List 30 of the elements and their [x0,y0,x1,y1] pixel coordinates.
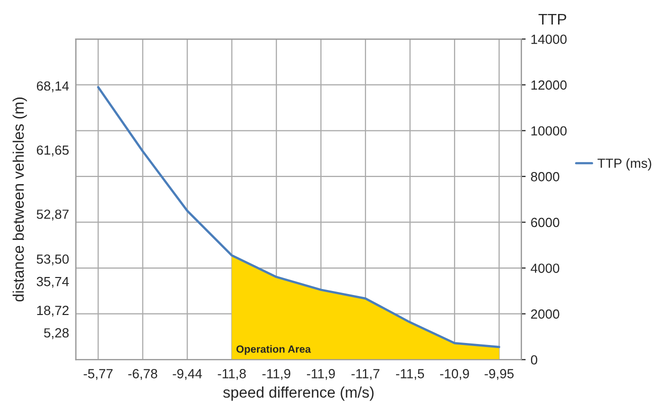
x-tick-label: -9,95 [484,369,514,380]
legend-label: TTP (ms) [598,158,652,171]
x-tick-label: -9,44 [172,369,202,380]
x-tick-label: -11,9 [306,369,335,380]
x-tick-label: -10,9 [440,369,469,380]
text: 52,87 [36,210,69,220]
x-tick-label: -11,5 [396,369,424,380]
y2-tick-label: 6000 [531,218,560,228]
text: 53,50 [36,254,69,266]
x-tick-label: -6,78 [128,369,158,380]
y2-axis-title: TTP [538,14,566,24]
x-tick-label: -11,7 [352,369,380,380]
y2-tick-label: 8000 [531,172,560,182]
x-tick-label: -5,77 [84,369,113,380]
y2-tick-label: 14000 [531,34,567,44]
y2-tick-label: 2000 [531,309,560,319]
x-axis-title: speed difference (m/s) [223,386,374,401]
text: 35,74 [36,276,69,288]
text: 61,65 [36,145,69,156]
y-axis-title: distance between vehicles (m) [12,98,27,302]
y2-tick-label: 10000 [531,126,567,136]
y2-tick-label: 4000 [530,264,560,273]
annotation: Operation Area [236,345,311,355]
y2-tick-label: 12000 [531,80,567,90]
text: 18,72 [37,306,69,317]
x-tick-label: -11,8 [218,369,246,380]
text: 5,28 [44,328,69,340]
text: 68,14 [36,81,69,92]
y2-tick-label: 0 [530,355,538,365]
x-tick-label: -11,9 [262,369,290,380]
